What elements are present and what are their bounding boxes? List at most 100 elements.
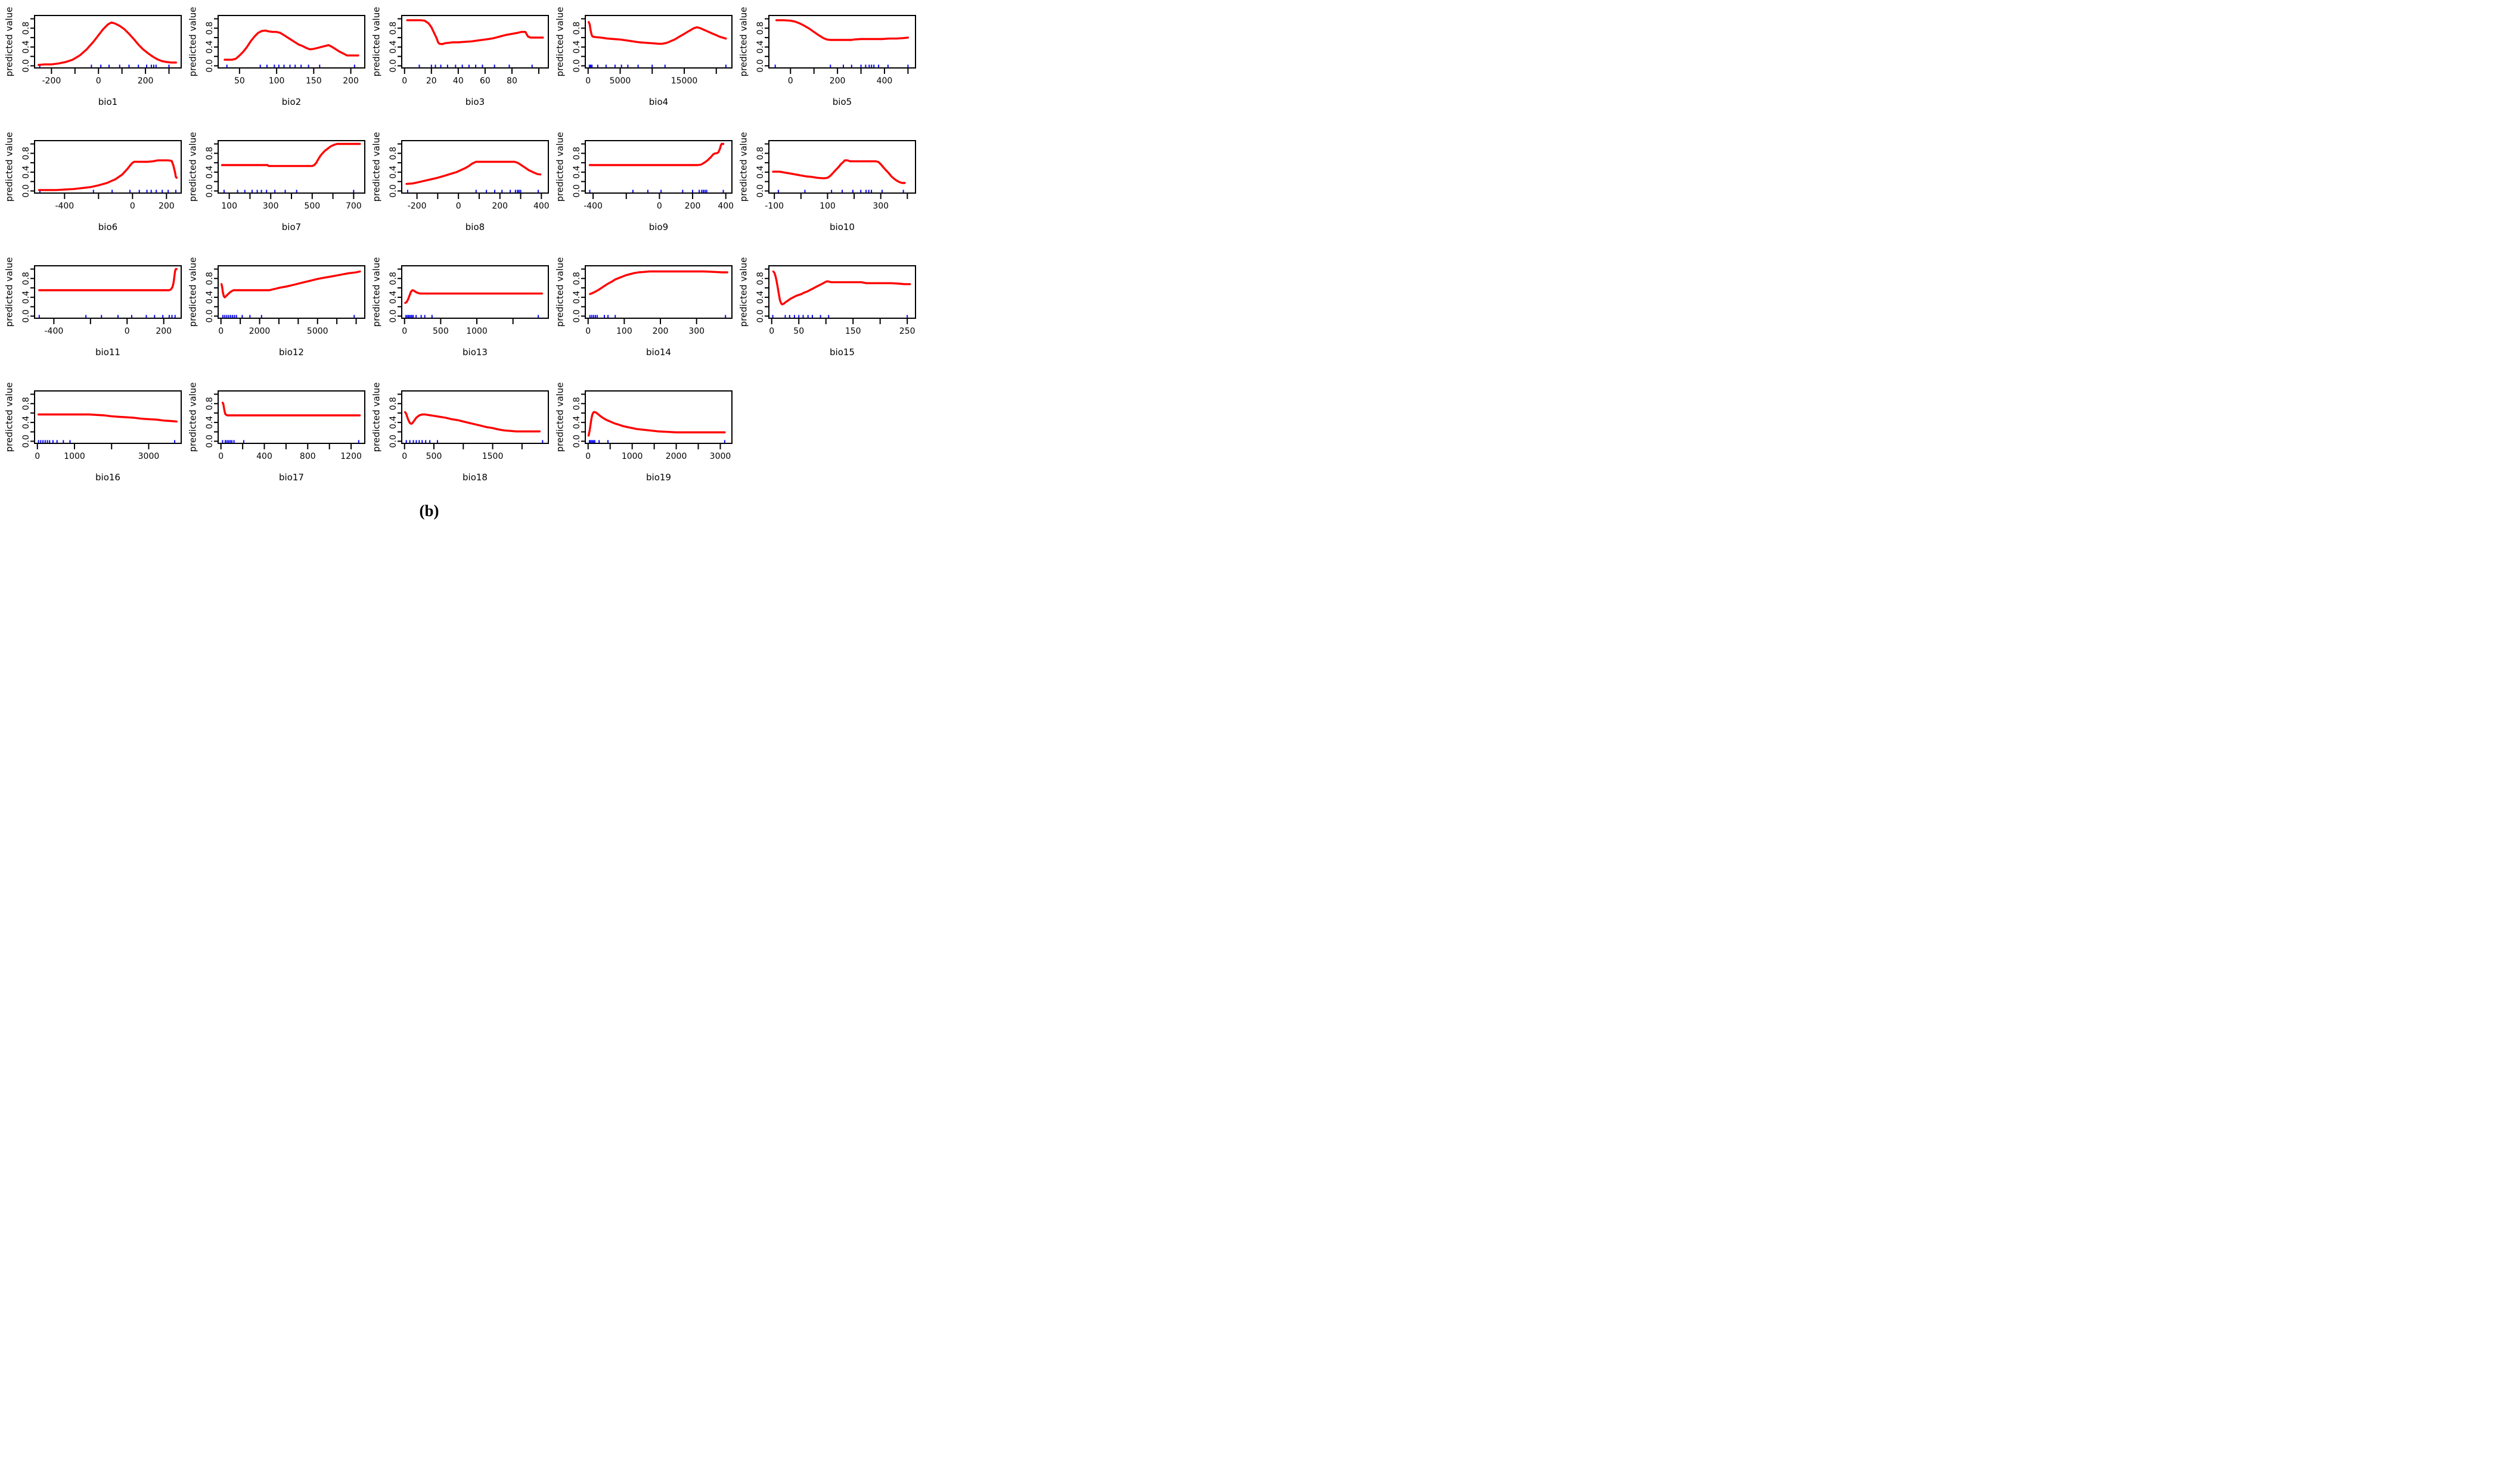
- y-axis-label: predicted value: [738, 132, 749, 202]
- y-tick-label: 0.8: [756, 21, 765, 35]
- x-axis-ticks: [64, 193, 167, 199]
- response-curve: [588, 21, 727, 45]
- x-axis-ticks: [404, 318, 514, 324]
- y-axis-tick-labels: 0.0 0.4 0.8: [756, 272, 765, 322]
- rug-marks: [405, 315, 539, 318]
- y-tick-label: 0.4: [21, 291, 31, 304]
- response-curve: [221, 270, 361, 299]
- x-axis-ticks: [587, 318, 697, 324]
- x-axis-ticks: [36, 443, 150, 449]
- rug-marks: [38, 315, 176, 318]
- y-tick-label: 0.4: [21, 416, 31, 429]
- x-axis-tick-labels: 0 20 40 60 80: [402, 76, 517, 86]
- panel-bio15: 0.0 0.4 0.8 predicted value 0 50 150 250 bio15: [734, 250, 918, 375]
- x-tick-label: 3000: [710, 452, 731, 461]
- y-axis-ticks: [398, 143, 402, 192]
- x-axis-label: bio16: [95, 472, 120, 483]
- y-tick-label: 0.0: [205, 184, 215, 197]
- x-axis-label: bio5: [833, 97, 852, 107]
- panel-bio13: 0.0 0.4 0.8 predicted value 0 500 1000 bio13: [367, 250, 551, 375]
- y-tick-label: 0.0: [389, 434, 398, 448]
- x-tick-label: 100: [820, 201, 836, 211]
- bio19-chart: 0.0 0.4 0.8 predicted value 0 1000 2000 3000 bio…: [555, 383, 733, 483]
- x-axis-label: bio4: [649, 97, 668, 107]
- x-axis-tick-labels: 0 100 200 300: [585, 327, 705, 336]
- x-tick-label: 0: [125, 327, 130, 336]
- panel-bio4: 0.0 0.4 0.8 predicted value 0 5000 15000 bio4: [551, 0, 734, 125]
- x-tick-label: 400: [256, 452, 272, 461]
- y-axis-tick-labels: 0.0 0.4 0.8: [572, 397, 582, 448]
- y-axis-tick-labels: 0.0 0.4 0.8: [572, 21, 582, 72]
- bio16-chart: 0.0 0.4 0.8 predicted value 0 1000 3000 bio16: [4, 383, 182, 483]
- y-tick-label: 0.4: [389, 166, 398, 179]
- x-tick-label: 200: [653, 327, 669, 336]
- x-axis-label: bio1: [98, 97, 117, 107]
- y-tick-label: 0.8: [205, 21, 215, 35]
- x-tick-label: 200: [492, 201, 508, 211]
- x-axis-tick-labels: 0 50 150 250: [769, 327, 915, 336]
- x-tick-label: 0: [456, 201, 461, 211]
- y-axis-ticks: [214, 393, 218, 442]
- panel-bio3: 0.0 0.4 0.8 predicted value 0 20 40 60 80 bio3: [367, 0, 551, 125]
- y-tick-label: 0.8: [21, 147, 31, 160]
- x-axis-label: bio19: [646, 472, 671, 483]
- y-tick-label: 0.0: [572, 184, 582, 197]
- y-axis-label: predicted value: [371, 7, 382, 77]
- rug-marks: [38, 440, 176, 443]
- y-tick-label: 0.0: [572, 434, 582, 448]
- y-tick-label: 0.0: [389, 59, 398, 72]
- x-tick-label: 0: [35, 452, 40, 461]
- y-tick-label: 0.4: [205, 416, 215, 429]
- y-axis-ticks: [398, 18, 402, 67]
- x-axis-ticks: [416, 193, 542, 199]
- y-axis-tick-labels: 0.0 0.4 0.8: [389, 397, 398, 448]
- x-tick-label: 200: [156, 327, 172, 336]
- x-tick-label: 0: [130, 201, 135, 211]
- x-tick-label: 80: [507, 76, 517, 86]
- x-axis-ticks: [771, 318, 908, 324]
- y-axis-tick-labels: 0.0 0.4 0.8: [572, 272, 582, 322]
- rug-marks: [223, 190, 355, 193]
- x-axis-ticks: [790, 68, 909, 74]
- plot-box: [768, 265, 916, 319]
- bio11-chart: 0.0 0.4 0.8 predicted value -400 0 200 bio11: [4, 257, 182, 358]
- y-axis-tick-labels: 0.0 0.4 0.8: [572, 147, 582, 197]
- response-curve: [221, 402, 361, 417]
- y-tick-label: 0.0: [389, 184, 398, 197]
- y-axis-label: predicted value: [555, 132, 566, 202]
- response-curve: [38, 159, 178, 191]
- panel-bio18: 0.0 0.4 0.8 predicted value 0 500 1500 bio18: [367, 375, 551, 501]
- x-tick-label: 200: [343, 76, 359, 86]
- response-curve: [38, 21, 177, 66]
- y-axis-label: predicted value: [371, 383, 382, 452]
- x-axis-tick-labels: -200 0 200: [42, 76, 153, 86]
- panel-bio5: 0.0 0.4 0.8 predicted value 0 200 400 bio5: [734, 0, 918, 125]
- plot-box: [218, 15, 365, 69]
- y-axis-tick-labels: 0.0 0.4 0.8: [389, 147, 398, 197]
- x-tick-label: 1000: [622, 452, 643, 461]
- x-tick-label: 800: [300, 452, 316, 461]
- y-tick-label: 0.0: [205, 59, 215, 72]
- x-tick-label: 200: [138, 76, 154, 86]
- y-axis-tick-labels: 0.0 0.4 0.8: [756, 21, 765, 72]
- x-tick-label: 0: [585, 76, 591, 86]
- y-axis-label: predicted value: [188, 132, 198, 202]
- rug-marks: [588, 64, 727, 68]
- y-axis-tick-labels: 0.0 0.4 0.8: [389, 21, 398, 72]
- y-axis-ticks: [398, 393, 402, 442]
- x-tick-label: 0: [788, 76, 793, 86]
- x-tick-label: 0: [657, 201, 662, 211]
- y-axis-label: predicted value: [371, 257, 382, 327]
- bio6-chart: 0.0 0.4 0.8 predicted value -400 0 200 bio6: [4, 132, 182, 232]
- bio1-chart: 0.0 0.4 0.8 predicted value -200 0 200 bio1: [4, 7, 182, 107]
- y-tick-label: 0.0: [756, 184, 765, 197]
- x-tick-label: 1200: [340, 452, 362, 461]
- y-axis-label: predicted value: [738, 7, 749, 77]
- y-axis-tick-labels: 0.0 0.4 0.8: [756, 147, 765, 197]
- x-axis-tick-labels: 0 400 800 1200: [218, 452, 362, 461]
- rug-marks: [589, 315, 727, 318]
- y-tick-label: 0.0: [21, 59, 31, 72]
- response-curve: [772, 159, 906, 184]
- plot-box: [585, 15, 733, 69]
- x-tick-label: -400: [55, 201, 74, 211]
